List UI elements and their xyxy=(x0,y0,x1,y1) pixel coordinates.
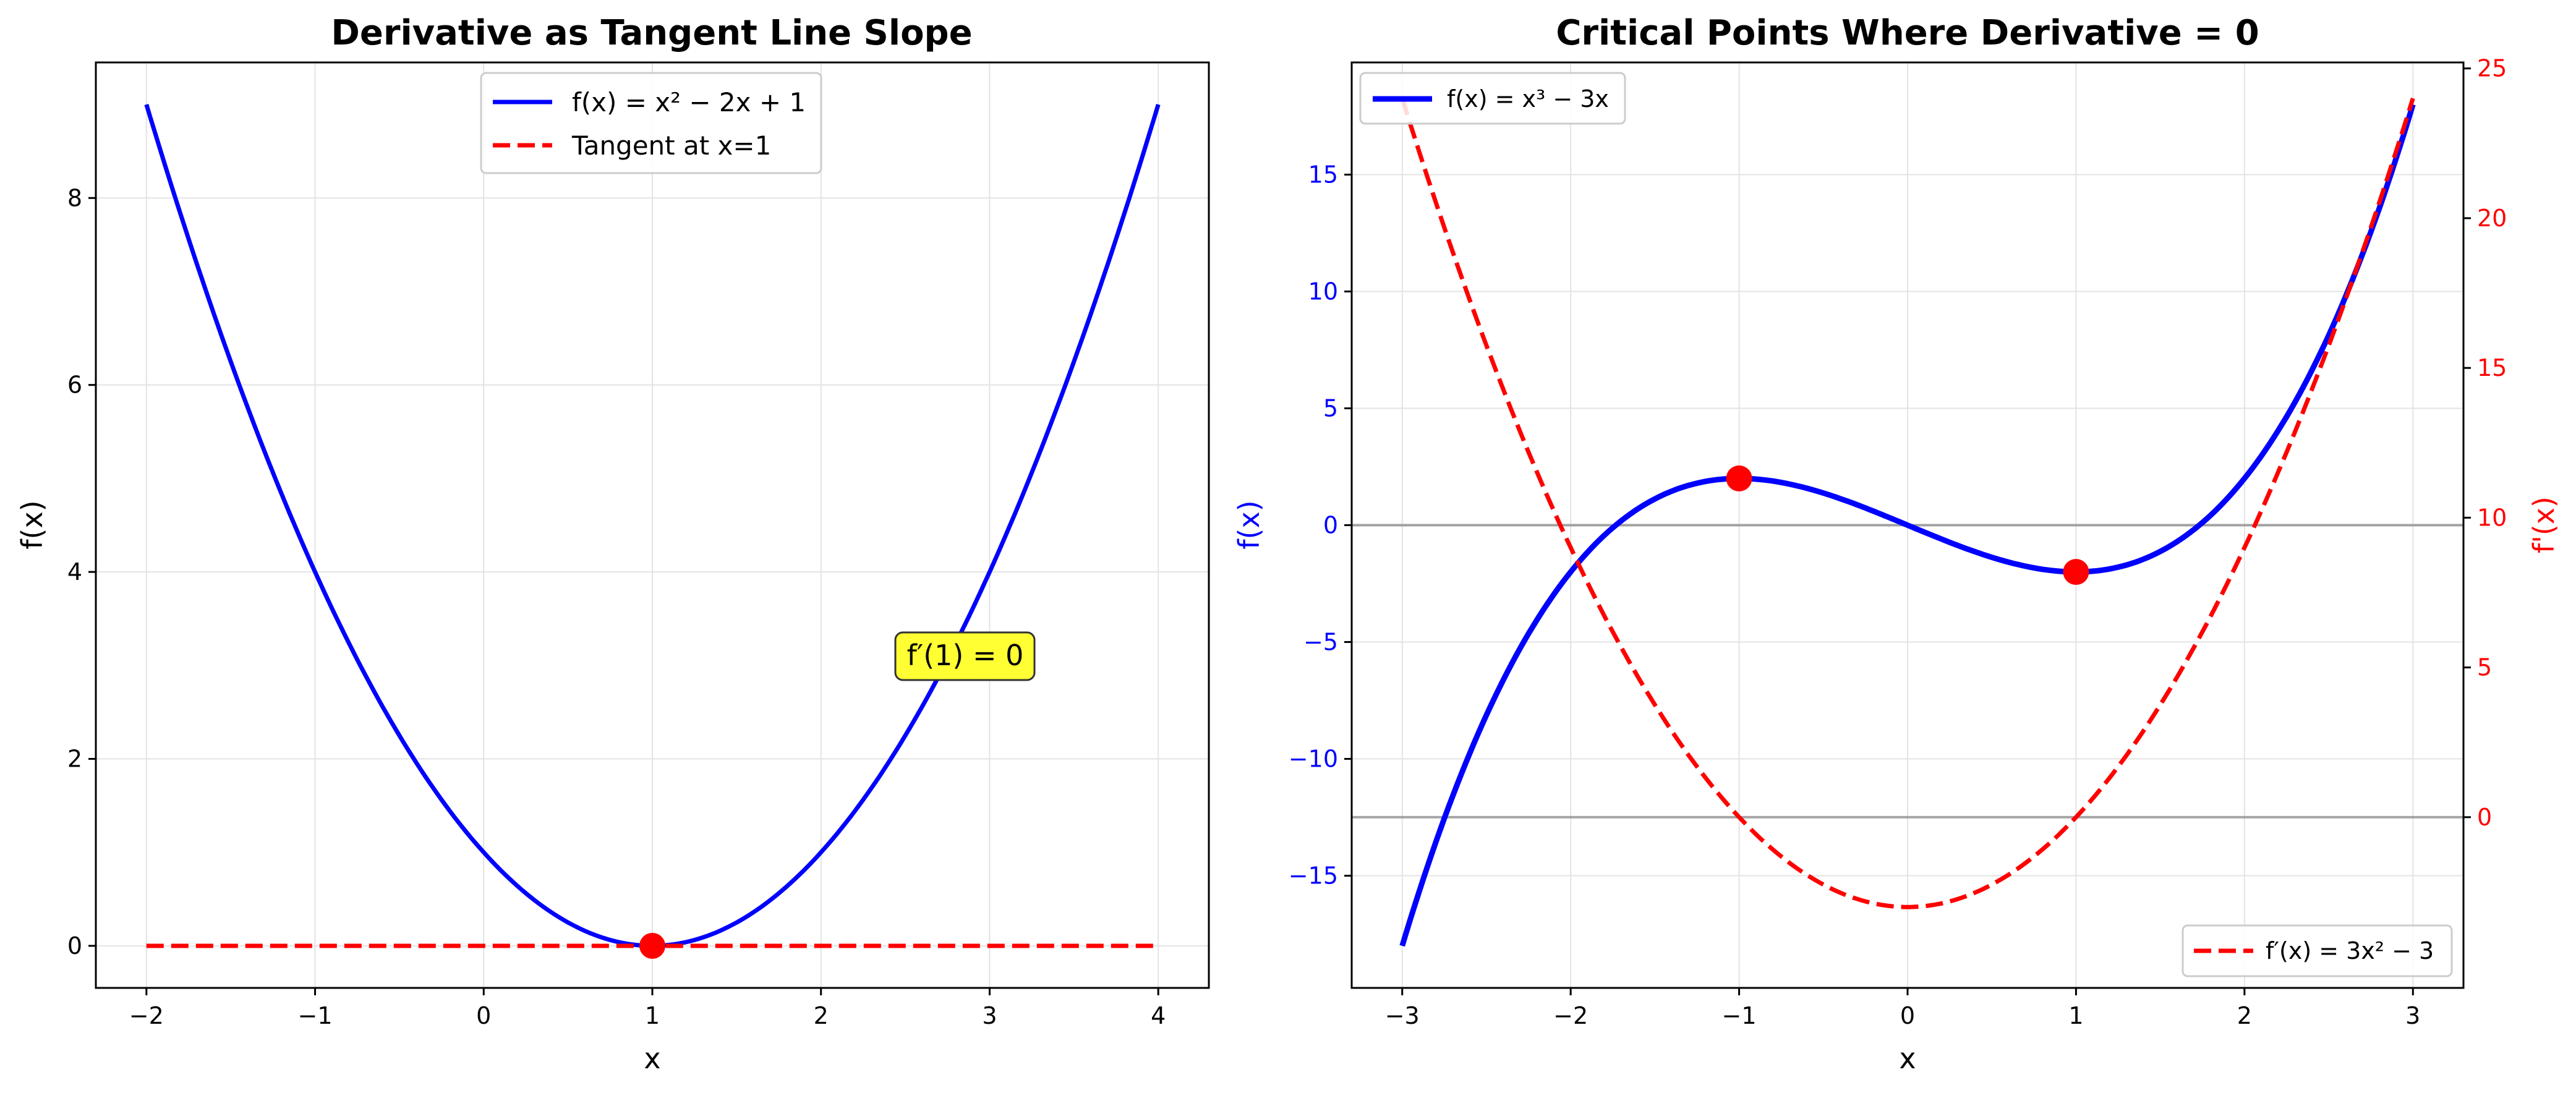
y-tick-label: 0 xyxy=(67,932,82,959)
left-y-axis-label: f(x) xyxy=(15,500,49,549)
legend-box xyxy=(1359,72,1626,125)
right-y-axis-label-left: f(x) xyxy=(1232,500,1266,549)
right-legend-f: f(x) = x³ − 3x xyxy=(1359,72,1626,125)
x-tick-label: 2 xyxy=(2237,1002,2252,1029)
x-tick-label: 3 xyxy=(2405,1002,2420,1029)
y-tick-label-right: 0 xyxy=(2477,804,2492,831)
legend-label-f: f(x) = x² − 2x + 1 xyxy=(572,87,806,117)
critical-point xyxy=(2063,559,2089,585)
x-tick-label: 0 xyxy=(1900,1002,1915,1029)
y-tick-label-right: 20 xyxy=(2477,205,2507,232)
left-chart: Derivative as Tangent Line Slope −2 −1 0 1 2… xyxy=(15,13,1210,1075)
legend-box xyxy=(2181,924,2453,977)
x-tick-label: 4 xyxy=(1151,1002,1166,1029)
y-tick-label: 15 xyxy=(1308,161,1338,188)
x-tick-label: −1 xyxy=(1722,1002,1757,1029)
x-tick-label: −3 xyxy=(1385,1002,1420,1029)
left-y-ticks: 0 2 4 6 8 xyxy=(67,184,96,959)
x-tick-label: 3 xyxy=(982,1002,997,1029)
x-tick-label: 1 xyxy=(2068,1002,2083,1029)
critical-point xyxy=(1726,465,1752,491)
y-tick-label-right: 15 xyxy=(2477,354,2507,381)
y-tick-label: 6 xyxy=(67,372,82,399)
tangent-point xyxy=(639,932,665,959)
left-x-ticks: −2 −1 0 1 2 3 4 xyxy=(129,988,1166,1029)
right-critical-points xyxy=(1726,465,2089,585)
annotation-box xyxy=(894,631,1036,681)
y-tick-label: 5 xyxy=(1323,394,1338,422)
legend-label-tangent: Tangent at x=1 xyxy=(571,130,771,161)
y-tick-label: −5 xyxy=(1303,629,1338,656)
legend-label-fprime: f′(x) = 3x² − 3 xyxy=(2266,937,2434,964)
y-tick-label: −10 xyxy=(1289,746,1338,773)
right-y-ticks-left: −15 −10 −5 0 5 10 15 xyxy=(1289,161,1352,890)
right-y-axis-label-right: f'(x) xyxy=(2527,496,2561,553)
right-curve-fprime xyxy=(1400,98,2415,909)
y-tick-label: 4 xyxy=(67,558,82,585)
x-tick-label: 1 xyxy=(645,1002,660,1029)
y-tick-label-right: 10 xyxy=(2477,504,2507,531)
left-points xyxy=(639,932,665,959)
right-chart: Critical Points Where Derivative = 0 −3−… xyxy=(1232,13,2561,1075)
x-tick-label: −2 xyxy=(1553,1002,1588,1029)
legend-label-f: f(x) = x³ − 3x xyxy=(1447,85,1609,113)
y-tick-label: 10 xyxy=(1308,278,1338,305)
left-annotation: f′(1) = 0 xyxy=(894,631,1036,681)
right-x-ticks: −3 −2 −1 0 1 2 3 xyxy=(1385,988,2420,1029)
y-tick-label: 0 xyxy=(1323,512,1338,539)
x-tick-label: 0 xyxy=(476,1002,491,1029)
y-tick-label-right: 5 xyxy=(2477,654,2492,681)
right-y-ticks-right: 0 5 10 15 20 25 xyxy=(2463,55,2507,831)
x-tick-label: −1 xyxy=(298,1002,333,1029)
annotation-text: f′(1) = 0 xyxy=(907,639,1024,672)
x-tick-label: 2 xyxy=(814,1002,829,1029)
left-legend: f(x) = x² − 2x + 1 Tangent at x=1 xyxy=(480,72,822,174)
y-tick-label: 8 xyxy=(67,184,82,211)
right-x-axis-label: x xyxy=(1899,1042,1916,1075)
right-curve-f xyxy=(1399,103,2416,947)
right-legend-fprime: f′(x) = 3x² − 3 xyxy=(2181,924,2453,977)
x-tick-label: −2 xyxy=(129,1002,164,1029)
legend-box xyxy=(480,72,822,174)
right-chart-title: Critical Points Where Derivative = 0 xyxy=(1556,13,2259,53)
y-tick-label: −15 xyxy=(1289,862,1338,890)
left-chart-title: Derivative as Tangent Line Slope xyxy=(331,13,972,53)
y-tick-label-right: 25 xyxy=(2477,55,2507,82)
y-tick-label: 2 xyxy=(67,746,82,773)
left-x-axis-label: x xyxy=(644,1042,660,1075)
